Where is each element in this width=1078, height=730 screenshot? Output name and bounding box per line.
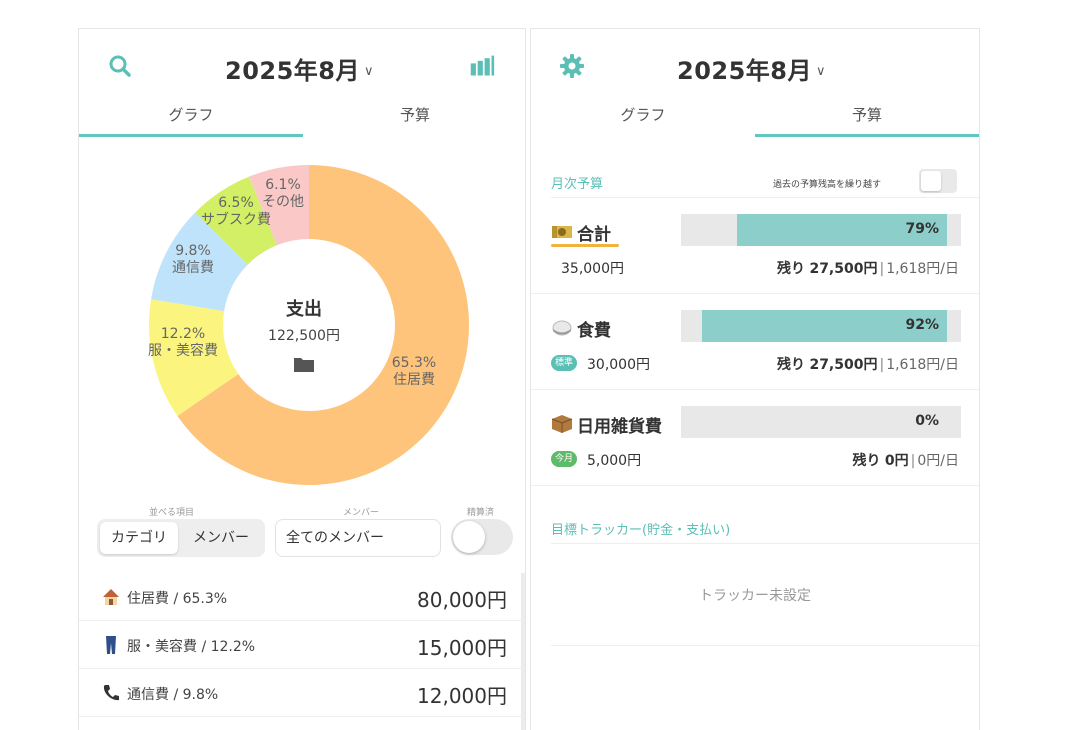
- donut-label-telecom: 9.8% 通信費: [172, 243, 214, 276]
- settled-caption: 精算済: [467, 508, 495, 518]
- budget-screen: 2025年8月 ∨ グラフ 予算 月次予算 過去の予算残高を繰り越す 合計 35,…: [530, 28, 980, 730]
- cash-icon: [552, 226, 572, 238]
- slice-other[interactable]: [249, 165, 309, 246]
- settled-toggle[interactable]: [451, 519, 513, 555]
- donut-center: 支出 122,500円: [209, 295, 399, 377]
- donut-label-clothing: 12.2% 服・美容費: [148, 326, 218, 359]
- tab-budget[interactable]: 予算: [851, 106, 882, 124]
- carry-over-toggle[interactable]: [919, 169, 957, 193]
- list-item[interactable]: 服・美容費 / 12.2% 15,000円: [79, 621, 521, 669]
- sort-segmented-control: カテゴリ メンバー: [97, 519, 265, 557]
- month-selector[interactable]: 2025年8月 ∨: [225, 51, 374, 86]
- donut-label-other: 6.1% その他: [262, 177, 304, 210]
- divider: [551, 543, 979, 544]
- sort-option-member[interactable]: メンバー: [193, 530, 249, 546]
- sort-option-category[interactable]: カテゴリ: [100, 522, 178, 554]
- list-item[interactable]: 通信費 / 9.8% 12,000円: [79, 669, 521, 717]
- folder-icon[interactable]: [293, 355, 315, 373]
- budget-percent: 79%: [905, 221, 939, 237]
- chevron-down-icon: ∨: [816, 64, 827, 79]
- member-caption: メンバー: [343, 508, 380, 518]
- budget-progress-bar: 0%: [681, 406, 961, 438]
- rice-icon: [552, 320, 572, 336]
- budget-remaining: 残り 27,500円 | 1,618円/日: [777, 357, 959, 373]
- search-icon[interactable]: [107, 53, 133, 79]
- left-header: 2025年8月 ∨: [79, 29, 525, 101]
- tab-budget[interactable]: 予算: [399, 106, 430, 124]
- divider: [551, 197, 979, 198]
- sort-caption: 並べる項目: [149, 508, 195, 518]
- list-amount: 15,000円: [417, 636, 507, 660]
- budget-amount: 35,000円: [561, 261, 624, 277]
- tab-graph[interactable]: グラフ: [168, 106, 214, 124]
- active-tab-indicator: [755, 134, 979, 137]
- right-header: 2025年8月 ∨: [531, 29, 979, 101]
- graph-screen: 2025年8月 ∨ グラフ 予算 65.3% 住居費 12.2% 服・美容費 9.8%…: [78, 28, 526, 730]
- budget-percent: 0%: [915, 413, 939, 429]
- month-selector[interactable]: 2025年8月 ∨: [677, 51, 826, 86]
- budget-progress-fill: [702, 310, 947, 342]
- house-icon: [103, 589, 119, 605]
- list-controls: 並べる項目 メンバー 精算済 カテゴリ メンバー 全てのメンバー: [79, 499, 525, 569]
- budget-progress-bar: 79%: [681, 214, 961, 246]
- active-tab-indicator: [79, 134, 303, 137]
- month-title: 2025年8月: [677, 57, 812, 85]
- carry-over-label: 過去の予算残高を繰り越す: [773, 180, 882, 190]
- member-select[interactable]: 全てのメンバー: [275, 519, 441, 557]
- list-item[interactable]: 住居費 / 65.3% 80,000円: [79, 573, 521, 621]
- left-tabs: グラフ 予算: [79, 101, 525, 137]
- right-tabs: グラフ 予算: [531, 101, 979, 137]
- center-title: 支出: [286, 299, 322, 320]
- tracker-heading: 目標トラッカー(貯金・支払い): [551, 523, 731, 538]
- jeans-icon: [106, 636, 116, 654]
- slice-housing[interactable]: [177, 165, 469, 485]
- budget-row-food[interactable]: 食費 標準 30,000円 92% 残り 27,500円 | 1,618円/日: [531, 294, 979, 390]
- budget-amount: 30,000円: [587, 357, 650, 373]
- slice-subscription[interactable]: [195, 176, 277, 265]
- budget-amount: 5,000円: [587, 453, 642, 469]
- center-amount: 122,500円: [268, 328, 340, 344]
- slice-clothing[interactable]: [149, 299, 239, 417]
- scrollbar[interactable]: [521, 573, 525, 730]
- bar-chart-icon[interactable]: [469, 53, 495, 79]
- expense-donut-chart[interactable]: [139, 155, 479, 495]
- list-amount: 12,000円: [417, 684, 507, 708]
- budget-row-total[interactable]: 合計 35,000円 79% 残り 27,500円 | 1,618円/日: [531, 198, 979, 294]
- budget-percent: 92%: [905, 317, 939, 333]
- gear-icon[interactable]: [559, 53, 585, 79]
- budget-remaining: 残り 27,500円 | 1,618円/日: [777, 261, 959, 277]
- box-icon: [551, 415, 573, 433]
- donut-label-housing: 65.3% 住居費: [391, 355, 437, 388]
- budget-name: 日用雑貨費: [577, 417, 662, 437]
- list-amount: 80,000円: [417, 588, 507, 612]
- tab-graph[interactable]: グラフ: [620, 106, 666, 124]
- this-month-badge: 今月: [551, 451, 578, 467]
- slice-telecom[interactable]: [151, 212, 248, 312]
- budget-progress-bar: 92%: [681, 310, 961, 342]
- month-title: 2025年8月: [225, 57, 360, 85]
- standard-badge: 標準: [551, 355, 578, 371]
- divider: [551, 645, 979, 646]
- chevron-down-icon: ∨: [364, 64, 375, 79]
- budget-name: 合計: [577, 225, 611, 245]
- total-underline: [551, 244, 619, 247]
- tracker-empty-message: トラッカー未設定: [699, 588, 811, 604]
- budget-name: 食費: [577, 321, 611, 341]
- budget-remaining: 残り 0円 | 0円/日: [852, 453, 959, 469]
- donut-label-subscription: 6.5% サブスク費: [201, 195, 271, 228]
- monthly-budget-heading: 月次予算: [551, 177, 604, 192]
- phone-icon: [103, 685, 119, 701]
- budget-row-household[interactable]: 日用雑貨費 今月 5,000円 0% 残り 0円 | 0円/日: [531, 390, 979, 486]
- budget-progress-fill: [736, 214, 947, 246]
